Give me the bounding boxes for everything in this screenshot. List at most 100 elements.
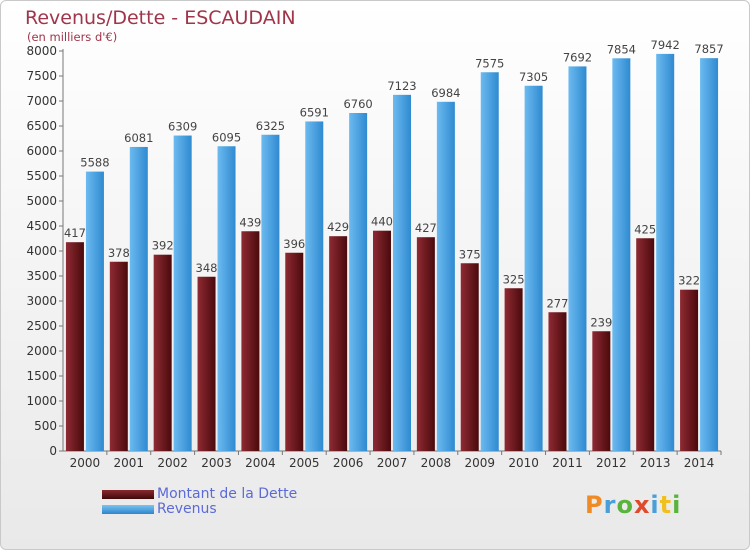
- value-label-revenus: 6095: [212, 130, 241, 144]
- value-label-dette: 392: [152, 239, 174, 253]
- bar-revenus: [656, 53, 675, 452]
- value-label-dette: 375: [459, 247, 481, 261]
- x-tick-label: 2006: [333, 456, 364, 470]
- bar-revenus: [480, 72, 499, 451]
- value-label-dette: 440: [371, 215, 393, 229]
- value-label-dette: 425: [634, 222, 656, 236]
- bar-dette: [460, 263, 479, 451]
- value-label-revenus: 7857: [694, 42, 723, 56]
- x-tick-label: 2008: [421, 456, 452, 470]
- bar-revenus: [305, 121, 324, 451]
- value-label-revenus: 7692: [563, 50, 592, 64]
- bar-dette: [636, 238, 655, 451]
- bar-revenus: [173, 135, 192, 452]
- bar-dette: [109, 261, 128, 451]
- value-label-revenus: 6309: [168, 120, 197, 134]
- value-label-revenus: 6325: [256, 119, 285, 133]
- bar-revenus: [349, 113, 368, 451]
- bar-dette: [197, 276, 216, 451]
- value-label-dette: 439: [239, 215, 261, 229]
- bar-revenus: [568, 66, 587, 452]
- x-tick-label: 2010: [508, 456, 539, 470]
- bar-revenus: [700, 58, 719, 452]
- proxiti-logo: Proxiti: [585, 491, 682, 519]
- value-label-dette: 427: [415, 221, 437, 235]
- bar-revenus: [524, 85, 543, 451]
- bar-dette: [592, 331, 611, 451]
- bar-dette: [241, 231, 260, 451]
- value-label-revenus: 7575: [475, 56, 504, 70]
- value-label-revenus: 7305: [519, 70, 548, 84]
- value-label-revenus: 7854: [607, 42, 636, 56]
- value-label-revenus: 6081: [124, 131, 153, 145]
- value-label-dette: 322: [678, 274, 700, 288]
- y-tick-label: 4500: [26, 219, 57, 233]
- chart-title: Revenus/Dette - ESCAUDAIN: [25, 7, 296, 29]
- bar-dette: [153, 254, 172, 451]
- value-label-revenus: 6984: [431, 86, 460, 100]
- value-label-revenus: 7942: [651, 38, 680, 52]
- bar-dette: [329, 236, 348, 451]
- y-tick-label: 3500: [26, 269, 57, 283]
- x-tick-label: 2001: [114, 456, 145, 470]
- bar-dette: [373, 230, 391, 451]
- y-tick-label: 6000: [26, 144, 57, 158]
- value-label-dette: 325: [503, 272, 525, 286]
- legend-swatch-revenus: [102, 505, 154, 514]
- value-label-revenus: 7123: [387, 79, 416, 93]
- value-label-dette: 417: [64, 226, 86, 240]
- bar-dette: [548, 312, 567, 451]
- bar-dette: [504, 288, 523, 451]
- legend-label-revenus: Revenus: [157, 501, 217, 517]
- bar-revenus: [129, 146, 148, 451]
- y-tick-label: 2000: [26, 344, 57, 358]
- value-label-dette: 378: [108, 246, 130, 260]
- y-tick-label: 4000: [26, 244, 57, 258]
- y-tick-label: 5000: [26, 194, 57, 208]
- x-tick-label: 2004: [245, 456, 276, 470]
- y-tick-label: 3000: [26, 294, 57, 308]
- bar-revenus: [261, 134, 280, 451]
- x-tick-label: 2002: [157, 456, 188, 470]
- y-tick-label: 5500: [26, 169, 57, 183]
- value-label-dette: 277: [546, 296, 568, 310]
- bar-revenus: [393, 94, 411, 451]
- x-tick-label: 2003: [201, 456, 232, 470]
- bar-revenus: [85, 171, 104, 451]
- value-label-revenus: 6591: [300, 105, 329, 119]
- x-tick-label: 2007: [377, 456, 408, 470]
- bar-revenus: [217, 146, 236, 451]
- legend-swatch-dette: [102, 490, 154, 499]
- bar-revenus: [436, 101, 455, 452]
- value-label-dette: 348: [196, 261, 218, 275]
- legend-label-dette: Montant de la Dette: [157, 486, 298, 502]
- chart-subtitle: (en milliers d'€): [27, 30, 118, 44]
- y-tick-label: 8000: [26, 44, 57, 58]
- x-tick-label: 2000: [70, 456, 101, 470]
- bar-dette: [680, 289, 699, 451]
- x-tick-label: 2005: [289, 456, 320, 470]
- value-label-dette: 396: [283, 237, 305, 251]
- value-label-dette: 239: [590, 315, 612, 329]
- value-label-revenus: 5588: [80, 156, 109, 170]
- x-tick-label: 2014: [684, 456, 715, 470]
- x-tick-label: 2009: [464, 456, 495, 470]
- x-tick-label: 2012: [596, 456, 627, 470]
- y-tick-label: 2500: [26, 319, 57, 333]
- bar-dette: [285, 252, 304, 451]
- x-tick-label: 2011: [552, 456, 583, 470]
- bar-dette: [65, 242, 84, 451]
- y-tick-label: 6500: [26, 119, 57, 133]
- value-label-dette: 429: [327, 220, 349, 234]
- bar-dette: [416, 237, 435, 451]
- y-tick-label: 7500: [26, 69, 57, 83]
- x-tick-label: 2013: [640, 456, 671, 470]
- y-tick-label: 1000: [26, 394, 57, 408]
- y-tick-label: 500: [34, 419, 57, 433]
- y-tick-label: 1500: [26, 369, 57, 383]
- value-label-revenus: 6760: [343, 97, 372, 111]
- y-tick-label: 0: [49, 444, 57, 458]
- bar-revenus: [612, 58, 631, 452]
